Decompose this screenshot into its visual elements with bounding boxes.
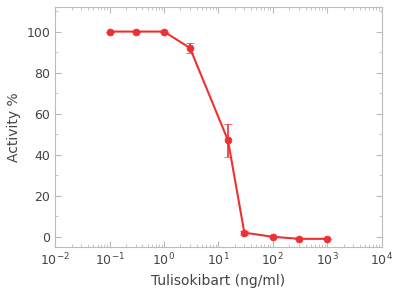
Y-axis label: Activity %: Activity % <box>7 92 21 162</box>
X-axis label: Tulisokibart (ng/ml): Tulisokibart (ng/ml) <box>151 274 286 288</box>
